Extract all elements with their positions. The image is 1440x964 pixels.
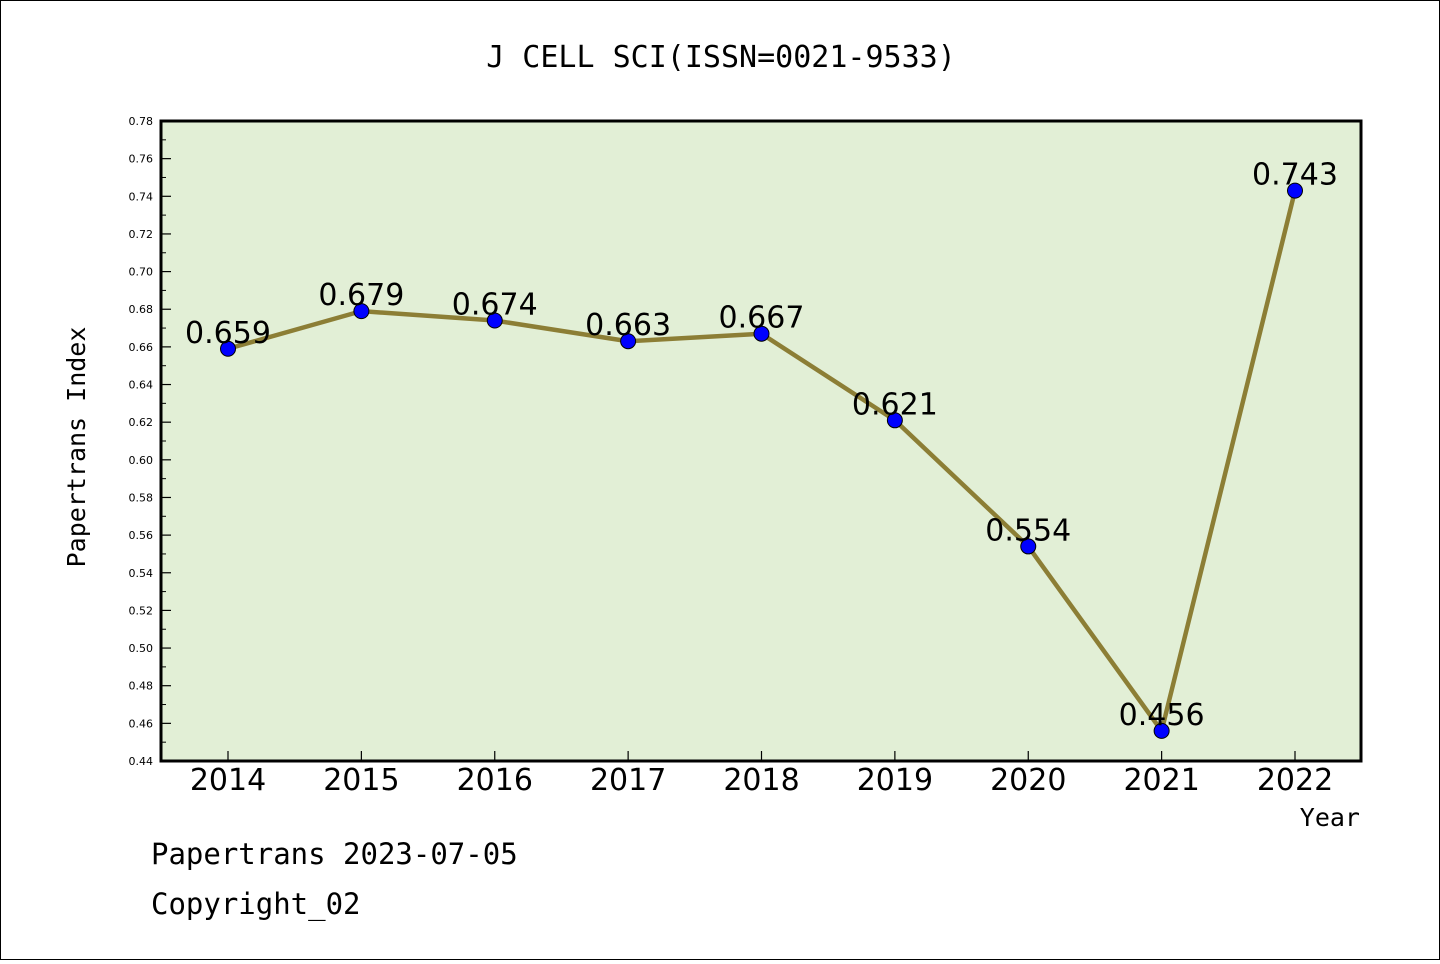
x-tick-label: 2018 <box>723 763 799 798</box>
data-point <box>620 333 637 350</box>
y-tick-label: 0.74 <box>129 190 154 203</box>
y-tick-label: 0.78 <box>129 115 154 128</box>
x-tick-label: 2021 <box>1123 763 1199 798</box>
data-label: 0.621 <box>852 387 938 422</box>
data-label: 0.679 <box>318 278 404 313</box>
data-label: 0.554 <box>985 513 1071 548</box>
y-tick-label: 0.64 <box>129 379 154 392</box>
plot-area <box>159 119 1363 763</box>
data-point <box>1287 182 1303 199</box>
x-tick-label: 2020 <box>990 763 1066 798</box>
data-point <box>753 325 770 342</box>
x-tick-label: 2016 <box>457 763 533 798</box>
chart-title: J CELL SCI(ISSN=0021-9533) <box>486 40 956 75</box>
y-tick-label: 0.46 <box>129 717 154 730</box>
data-point <box>886 412 903 429</box>
y-tick-label: 0.68 <box>129 303 154 316</box>
x-tick-label: 2019 <box>857 763 933 798</box>
y-tick-label: 0.52 <box>129 604 154 617</box>
data-labels: 0.659 0.679 0.674 0.663 0.667 0.621 0.554 0.456… <box>185 158 1338 733</box>
y-tick-label: 0.70 <box>129 266 154 279</box>
data-point <box>486 312 503 329</box>
x-axis-ticks: 2014 2015 2016 2017 2018 2019 2020 2021 2022 <box>190 751 1333 798</box>
y-axis-ticks: 0.44 0.46 0.48 0.50 0.52 0.54 0.56 0.58 0.60 0.62… <box>129 115 171 768</box>
footer-copyright: Copyright_02 <box>151 887 361 922</box>
footer-source: Papertrans 2023-07-05 <box>151 837 518 871</box>
y-tick-label: 0.48 <box>129 680 154 693</box>
x-tick-label: 2014 <box>190 763 266 798</box>
data-point <box>1153 722 1170 739</box>
data-label: 0.659 <box>185 316 271 351</box>
y-tick-label: 0.60 <box>129 454 154 467</box>
y-axis-label: Papertrans Index <box>62 327 91 568</box>
data-label: 0.667 <box>719 301 805 336</box>
y-tick-label: 0.62 <box>129 416 154 429</box>
data-point <box>353 303 370 320</box>
y-tick-label: 0.58 <box>129 491 154 504</box>
y-tick-label: 0.44 <box>129 755 154 768</box>
x-tick-label: 2017 <box>590 763 666 798</box>
data-label: 0.743 <box>1252 158 1338 193</box>
data-markers <box>220 182 1303 739</box>
x-axis-label: Year <box>1300 803 1360 832</box>
y-tick-label: 0.72 <box>129 228 154 241</box>
y-tick-label: 0.54 <box>129 567 154 580</box>
x-tick-label: 2015 <box>323 763 399 798</box>
y-tick-label: 0.76 <box>129 153 154 166</box>
data-point <box>1020 538 1037 555</box>
data-label: 0.663 <box>585 308 671 343</box>
y-tick-label: 0.50 <box>129 642 154 655</box>
x-tick-label: 2022 <box>1257 763 1333 798</box>
y-tick-label: 0.66 <box>129 341 154 354</box>
data-label: 0.456 <box>1119 698 1205 733</box>
data-label: 0.674 <box>452 288 538 323</box>
y-tick-label: 0.56 <box>129 529 154 542</box>
data-point <box>220 340 236 357</box>
